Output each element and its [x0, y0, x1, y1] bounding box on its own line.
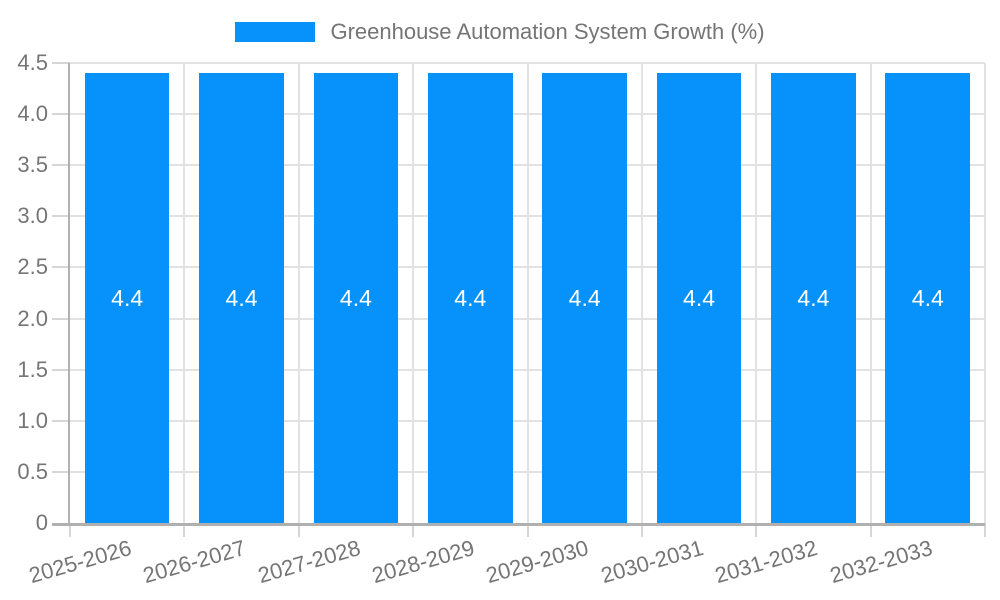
- bar-value-label: 4.4: [339, 285, 372, 312]
- y-tick: [52, 419, 70, 422]
- v-gridline: [755, 63, 758, 523]
- v-gridline: [984, 63, 986, 523]
- x-tick: [183, 523, 186, 537]
- bar[interactable]: [84, 73, 170, 523]
- bar-value-label: 4.4: [225, 285, 258, 312]
- bar-value-label: 4.4: [111, 285, 144, 312]
- x-axis-line: [52, 523, 985, 526]
- y-tick-label: 2.5: [17, 254, 48, 280]
- bar[interactable]: [199, 73, 284, 523]
- y-tick: [52, 215, 70, 218]
- x-tick-label: 2029-2030: [483, 535, 592, 589]
- y-tick: [52, 62, 70, 64]
- x-tick-label: 2028-2029: [369, 535, 478, 589]
- y-tick-label: 4.5: [17, 50, 48, 75]
- x-tick: [755, 523, 758, 537]
- x-tick: [526, 523, 529, 537]
- v-gridline: [526, 63, 529, 523]
- bar[interactable]: [656, 73, 742, 523]
- v-gridline: [869, 63, 872, 523]
- y-tick: [52, 317, 70, 320]
- y-tick: [52, 368, 70, 371]
- y-tick-label: 1.0: [17, 407, 48, 433]
- bar-value-label: 4.4: [683, 285, 716, 312]
- bar-value-label: 4.4: [568, 285, 601, 312]
- bar[interactable]: [427, 73, 513, 523]
- y-tick-label: 2.0: [17, 305, 48, 331]
- x-tick-label: 2026-2027: [140, 535, 249, 589]
- v-gridline: [640, 63, 643, 523]
- y-tick-label: 3.0: [17, 203, 48, 229]
- legend[interactable]: Greenhouse Automation System Growth (%): [0, 18, 1000, 46]
- y-tick-label: 0: [35, 510, 48, 535]
- bar[interactable]: [885, 73, 971, 523]
- legend-label: Greenhouse Automation System Growth (%): [330, 19, 765, 44]
- v-gridline: [297, 63, 300, 523]
- x-tick-label: 2030-2031: [597, 535, 706, 589]
- x-tick-label: 2031-2032: [712, 535, 821, 589]
- bar-value-label: 4.4: [797, 285, 830, 312]
- bar[interactable]: [542, 73, 627, 523]
- y-tick-label: 1.5: [17, 356, 48, 382]
- y-tick: [52, 113, 70, 116]
- y-tick-label: 3.5: [17, 152, 48, 178]
- x-tick-label: 2032-2033: [826, 535, 935, 589]
- bar-value-label: 4.4: [911, 285, 944, 312]
- y-tick: [52, 266, 70, 269]
- x-tick: [412, 523, 415, 537]
- x-tick: [640, 523, 643, 537]
- x-tick-label: 2025-2026: [26, 535, 135, 589]
- y-axis-line: [68, 63, 70, 526]
- legend-swatch: [235, 22, 316, 42]
- x-tick: [984, 523, 986, 537]
- bar-value-label: 4.4: [454, 285, 487, 312]
- x-tick: [869, 523, 872, 537]
- x-tick: [69, 523, 71, 537]
- y-tick-label: 4.0: [17, 101, 48, 127]
- x-tick-label: 2027-2028: [254, 535, 363, 589]
- y-tick: [52, 470, 70, 473]
- bar[interactable]: [771, 73, 856, 523]
- v-gridline: [183, 63, 186, 523]
- y-tick: [52, 164, 70, 167]
- y-tick-label: 0.5: [17, 458, 48, 484]
- v-gridline: [412, 63, 415, 523]
- bar[interactable]: [313, 73, 399, 523]
- x-tick: [297, 523, 300, 537]
